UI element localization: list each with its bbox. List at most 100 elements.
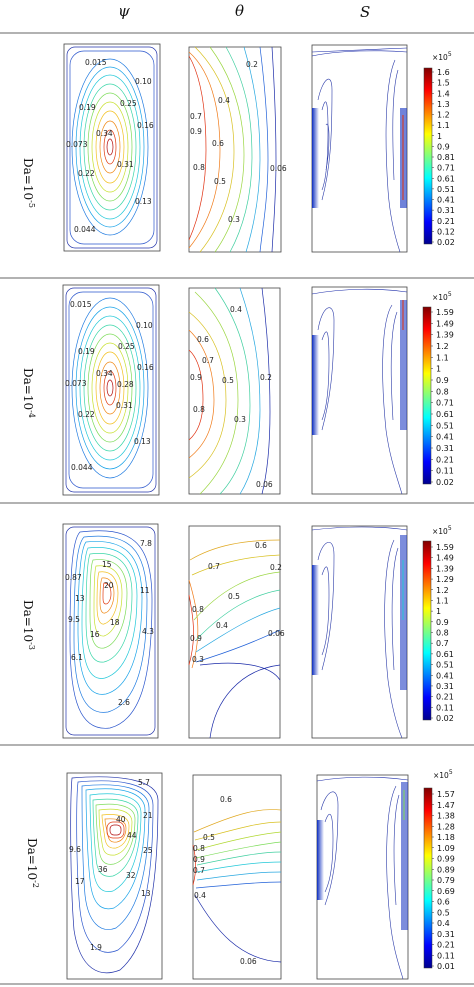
colorbar-multiplier: ×105 — [432, 291, 452, 302]
psi-contour-plot: 0.015 0.10 0.19 0.25 0.34 0.16 0.073 0.3… — [63, 43, 161, 252]
psi-contour-label: 0.16 — [137, 121, 154, 130]
theta-contour-label: 0.8 — [193, 405, 205, 414]
theta-contour-label: 0.3 — [234, 415, 246, 424]
colorbar-tick-label: 1.4 — [437, 89, 450, 98]
psi-contour-label: 17 — [75, 877, 85, 886]
colorbar-tick-label: 0.11 — [436, 703, 454, 712]
psi-contour-label: 2.6 — [118, 698, 130, 707]
colorbar-tick-label: 0.11 — [436, 467, 454, 476]
colorbar-multiplier: ×105 — [432, 525, 452, 536]
psi-contour-label: 0.25 — [120, 99, 137, 108]
colorbar-tick-label: 0.41 — [436, 671, 454, 680]
colorbar-tick-label: 1.2 — [437, 111, 450, 120]
colorbar-tick-label: 1.28 — [437, 822, 455, 831]
theta-contour-label: 0.7 — [208, 562, 220, 571]
psi-contour-plot: 0.015 0.10 0.19 0.25 0.34 0.16 0.073 0.2… — [62, 284, 160, 496]
psi-contour-label: 36 — [98, 865, 108, 874]
colorbar-tick-label: 0.8 — [436, 387, 449, 396]
colorbar-tick-label: 0.81 — [437, 153, 455, 162]
colorbar: ×105 1.6 1.51.4 1.3 1.21.1 10.9 0.81 0.710.61 0… — [423, 51, 455, 247]
psi-contour-label: 0.19 — [78, 347, 95, 356]
colorbar-tick-label: 0.9 — [437, 142, 450, 151]
psi-contour-label: 0.015 — [70, 300, 92, 309]
theta-column-header: θ — [235, 2, 244, 20]
theta-contour-label: 0.06 — [256, 480, 273, 489]
psi-contour-label: 18 — [110, 618, 120, 627]
psi-contour-label: 0.34 — [96, 369, 113, 378]
colorbar-multiplier: ×105 — [433, 769, 453, 780]
psi-column-header: ψ — [118, 2, 130, 20]
colorbar-tick-label: 1.5 — [437, 79, 450, 88]
psi-contour-label: 0.25 — [118, 342, 135, 351]
colorbar-tick-label: 0.7 — [436, 639, 449, 648]
psi-contour-label: 9.5 — [68, 615, 80, 624]
psi-contour-label: 0.10 — [135, 77, 152, 86]
psi-contour-label: 0.22 — [78, 169, 95, 178]
colorbar-tick-label: 0.41 — [437, 196, 455, 205]
colorbar-tick-label: 0.61 — [436, 650, 454, 659]
psi-contour-label: 0.044 — [74, 225, 96, 234]
psi-contour-label: 11 — [140, 586, 150, 595]
row-label: Da=10-4 — [21, 368, 36, 418]
entropy-contour-plot — [311, 525, 408, 739]
theta-contour-label: 0.7 — [202, 356, 214, 365]
colorbar-tick-label: 0.21 — [437, 941, 455, 950]
colorbar-tick-label: 1.47 — [437, 801, 455, 810]
colorbar-tick-label: 1.59 — [436, 308, 454, 317]
psi-contour-label: 0.31 — [116, 401, 133, 410]
psi-contour-label: 0.13 — [134, 437, 151, 446]
theta-contour-label: 0.8 — [192, 605, 204, 614]
colorbar-tick-label: 0.51 — [436, 661, 454, 670]
psi-contour-label: 7.8 — [140, 539, 152, 548]
theta-contour-label: 0.7 — [193, 866, 205, 875]
psi-contour-label: 0.34 — [96, 129, 113, 138]
theta-contour-label: 0.7 — [190, 112, 202, 121]
colorbar-tick-label: 0.51 — [436, 421, 454, 430]
psi-contour-label: 6.1 — [71, 653, 83, 662]
theta-contour-label: 0.06 — [268, 629, 285, 638]
psi-contour-label: 13 — [141, 889, 151, 898]
psi-contour-label: 0.31 — [117, 160, 134, 169]
colorbar-tick-label: 0.41 — [436, 433, 454, 442]
colorbar-tick-label: 1.49 — [436, 554, 454, 563]
theta-contour-label: 0.2 — [246, 60, 258, 69]
colorbar-tick-label: 0.02 — [437, 238, 455, 247]
colorbar-tick-label: 1.09 — [437, 844, 455, 853]
colorbar-tick-label: 0.71 — [437, 164, 455, 173]
colorbar-tick-label: 0.01 — [437, 962, 455, 971]
colorbar-tick-label: 1 — [436, 607, 441, 616]
theta-contour-label: 0.6 — [220, 795, 232, 804]
psi-contour-label: 25 — [143, 846, 153, 855]
psi-contour-label: 15 — [102, 560, 112, 569]
psi-contour-label: 0.22 — [78, 410, 95, 419]
psi-contour-label: 32 — [126, 871, 136, 880]
theta-contour-label: 0.06 — [240, 957, 257, 966]
colorbar-tick-label: 0.31 — [437, 930, 455, 939]
theta-contour-label: 0.9 — [193, 855, 205, 864]
colorbar-tick-label: 1.49 — [436, 319, 454, 328]
colorbar-tick-label: 1.1 — [437, 121, 450, 130]
psi-contour-label: 0.87 — [65, 573, 82, 582]
theta-contour-label: 0.2 — [270, 563, 282, 572]
theta-contour-label: 0.4 — [230, 305, 242, 314]
colorbar-tick-label: 0.4 — [437, 919, 450, 928]
colorbar-tick-label: 1.39 — [436, 331, 454, 340]
colorbar-tick-label: 1.2 — [436, 342, 449, 351]
row-da-1e-4: Da=10-4 0.015 0.10 0.19 0.25 0.34 0.16 0… — [21, 284, 454, 496]
colorbar-tick-label: 0.11 — [437, 951, 455, 960]
theta-contour-label: 0.3 — [228, 215, 240, 224]
psi-contour-label: 13 — [75, 594, 85, 603]
theta-contour-label: 0.8 — [193, 844, 205, 853]
colorbar-tick-label: 0.9 — [436, 618, 449, 627]
colorbar-tick-label: 0.21 — [436, 693, 454, 702]
colorbar-tick-label: 1.1 — [436, 353, 449, 362]
colorbar-tick-label: 1.1 — [436, 596, 449, 605]
colorbar-tick-label: 0.61 — [437, 174, 455, 183]
entropy-contour-plot — [311, 286, 408, 495]
colorbar-tick-label: 1.18 — [437, 833, 455, 842]
row-label: Da=10-2 — [25, 838, 40, 888]
theta-contour-label: 0.6 — [255, 541, 267, 550]
theta-contour-plot: 0.2 0.4 0.7 0.9 0.6 0.8 0.5 0.06 0.3 — [188, 46, 287, 253]
colorbar-tick-label: 1.3 — [437, 100, 450, 109]
